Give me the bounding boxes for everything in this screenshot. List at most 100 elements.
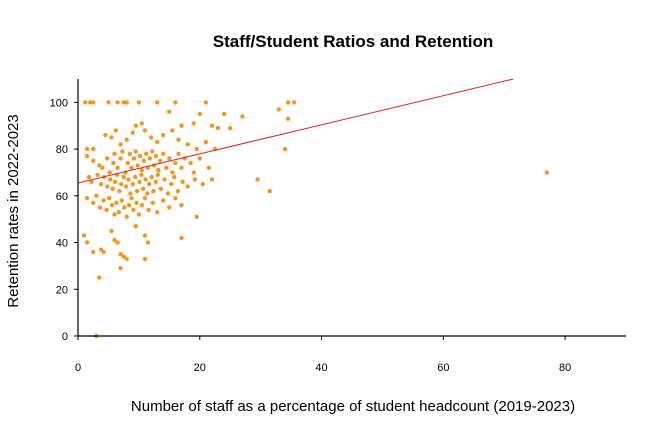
y-tick-label: 100 — [50, 97, 68, 109]
data-point — [116, 210, 122, 215]
data-point — [285, 100, 291, 105]
data-point — [188, 160, 193, 166]
x-tick-label: 20 — [194, 362, 206, 374]
data-point — [142, 196, 148, 201]
x-tick-label: 60 — [437, 362, 449, 374]
data-point — [162, 177, 167, 182]
data-point — [228, 125, 233, 131]
data-point — [83, 100, 88, 105]
data-point — [167, 109, 172, 114]
data-point — [142, 256, 148, 262]
data-point — [84, 240, 90, 245]
data-point — [95, 172, 100, 177]
data-point — [118, 142, 123, 147]
data-point — [105, 156, 110, 161]
data-point — [137, 153, 143, 159]
data-point — [129, 196, 134, 201]
data-point — [149, 174, 154, 180]
data-point — [97, 275, 102, 280]
data-point — [155, 172, 160, 177]
data-point — [139, 203, 145, 208]
data-point — [104, 207, 109, 212]
data-point — [126, 177, 131, 182]
data-point — [148, 135, 154, 140]
data-point — [98, 181, 104, 187]
data-point — [194, 146, 199, 152]
data-point — [137, 179, 142, 184]
data-point — [221, 111, 227, 117]
data-point — [134, 200, 139, 205]
data-point — [126, 203, 132, 208]
y-tick-label: 40 — [56, 238, 68, 250]
data-point — [143, 177, 148, 182]
data-point — [172, 174, 177, 180]
data-point — [120, 149, 125, 154]
data-point — [267, 188, 272, 194]
data-point — [117, 188, 122, 194]
data-point — [84, 153, 90, 159]
data-point — [91, 100, 96, 105]
data-point — [101, 198, 106, 203]
data-point — [121, 254, 126, 259]
data-point — [158, 158, 163, 163]
data-point — [84, 196, 90, 201]
data-point — [194, 214, 199, 219]
data-point — [153, 153, 159, 159]
data-point — [109, 135, 114, 140]
data-point — [136, 212, 142, 217]
data-point — [142, 233, 148, 238]
data-point — [122, 205, 127, 210]
data-point — [161, 132, 166, 138]
data-point — [107, 170, 112, 175]
data-point — [276, 107, 282, 112]
data-point — [173, 100, 178, 105]
x-axis-label: Number of staff as a percentage of stude… — [131, 398, 575, 415]
data-point — [124, 100, 129, 105]
data-point — [133, 123, 138, 128]
data-point — [119, 198, 125, 203]
data-point — [185, 142, 190, 147]
data-point — [91, 249, 96, 255]
data-point — [100, 165, 105, 170]
data-point — [144, 151, 149, 156]
data-point — [111, 160, 116, 166]
data-point — [170, 170, 175, 175]
data-point — [134, 188, 140, 194]
data-point — [139, 167, 145, 173]
chart-title: Staff/Student Ratios and Retention — [213, 32, 494, 51]
data-point — [94, 193, 99, 198]
data-point — [173, 196, 178, 201]
data-point — [161, 198, 166, 203]
data-point — [112, 238, 117, 243]
data-point — [176, 151, 181, 156]
data-point — [209, 123, 215, 128]
data-point — [169, 181, 174, 187]
data-point — [191, 121, 196, 126]
data-point — [86, 174, 92, 180]
data-point — [292, 100, 297, 105]
data-point — [150, 149, 155, 154]
data-point — [124, 137, 129, 142]
data-point — [158, 186, 163, 191]
data-point — [544, 170, 549, 175]
data-point — [155, 139, 160, 145]
data-point — [124, 256, 129, 262]
data-point — [101, 249, 106, 255]
data-point — [255, 177, 260, 182]
data-point — [106, 196, 112, 201]
data-point — [203, 139, 209, 145]
data-point — [119, 181, 124, 187]
x-tick-label: 0 — [75, 362, 81, 374]
y-tick-label: 0 — [62, 331, 68, 343]
data-point — [175, 188, 181, 194]
data-point — [124, 214, 129, 219]
data-point — [192, 177, 198, 182]
data-point — [155, 210, 160, 215]
trend-line — [77, 78, 514, 184]
data-point — [110, 186, 115, 191]
data-point — [97, 205, 103, 210]
data-point — [125, 160, 131, 166]
data-point — [167, 205, 172, 210]
data-point — [165, 191, 171, 196]
data-point — [91, 146, 96, 152]
